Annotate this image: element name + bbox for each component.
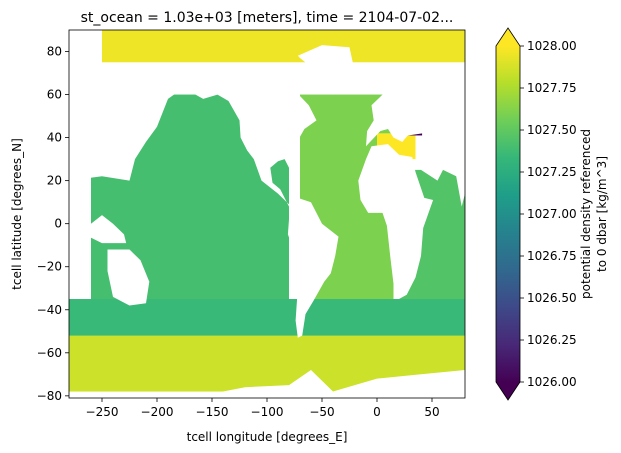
density-field <box>69 30 465 398</box>
y-tick: 60 <box>47 88 69 102</box>
y-axis: −80 −60 −40 −20 0 20 40 60 80 <box>37 45 69 403</box>
y-tick: −40 <box>37 303 69 317</box>
x-tick-label: 0 <box>373 405 381 419</box>
y-tick-label: 40 <box>47 131 62 145</box>
y-tick-label: 0 <box>54 217 62 231</box>
x-tick: −250 <box>86 398 119 419</box>
colorbar-tick-label: 1028.00 <box>527 39 577 53</box>
colorbar-label-line2: to 0 dbar [kg/m^3] <box>595 156 609 272</box>
x-tick: −150 <box>196 398 229 419</box>
colorbar: 1026.00 1026.25 1026.50 1026.75 1027.00 1027.… <box>495 27 609 401</box>
land-antarctica <box>69 370 465 398</box>
region-antarctic-circumpolar-current <box>69 299 465 336</box>
colorbar-tick: 1026.25 <box>520 333 577 347</box>
land-greenland <box>297 45 355 95</box>
colorbar-tick-label: 1027.50 <box>527 123 577 137</box>
x-tick-label: −200 <box>141 405 174 419</box>
land-south-america <box>287 197 339 338</box>
colorbar-tick: 1027.75 <box>520 81 577 95</box>
land-indonesia <box>85 215 127 244</box>
colorbar-tick: 1027.50 <box>520 123 577 137</box>
colorbar-tick-label: 1027.75 <box>527 81 577 95</box>
colorbar-extend-min <box>496 382 520 400</box>
x-tick: −50 <box>309 398 335 419</box>
x-tick: −100 <box>251 398 284 419</box>
y-tick-label: −80 <box>37 389 62 403</box>
y-tick-label: −20 <box>37 260 62 274</box>
land-europe <box>366 66 465 147</box>
y-axis-label: tcell latitude [degrees_N] <box>10 138 24 290</box>
y-tick: 0 <box>54 217 69 231</box>
land-africa <box>358 144 434 299</box>
y-tick-label: −40 <box>37 303 62 317</box>
colorbar-label-line1: potential density referenced <box>579 129 593 299</box>
colorbar-tick-label: 1026.75 <box>527 249 577 263</box>
land-india-arabia <box>421 154 465 207</box>
colorbar-tick: 1027.25 <box>520 165 577 179</box>
colorbar-tick: 1026.50 <box>520 291 577 305</box>
colorbar-tick-label: 1026.00 <box>527 375 577 389</box>
land-australia <box>107 249 150 306</box>
colorbar-tick-label: 1027.25 <box>527 165 577 179</box>
colorbar-extend-max <box>496 28 520 46</box>
colorbar-tick: 1027.00 <box>520 207 577 221</box>
colorbar-tick: 1026.75 <box>520 249 577 263</box>
colorbar-tick: 1028.00 <box>520 39 577 53</box>
y-tick: −20 <box>37 260 69 274</box>
colorbar-tick-label: 1027.00 <box>527 207 577 221</box>
y-tick: 40 <box>47 131 69 145</box>
x-tick: 0 <box>373 398 381 419</box>
region-arctic-ocean <box>102 30 465 63</box>
y-tick-label: −60 <box>37 346 62 360</box>
x-tick-label: −50 <box>309 405 334 419</box>
colorbar-gradient <box>496 46 520 382</box>
y-tick: −80 <box>37 389 69 403</box>
y-tick-label: 60 <box>47 88 62 102</box>
y-tick: 80 <box>47 45 69 59</box>
colorbar-ticks: 1026.00 1026.25 1026.50 1026.75 1027.00 1027.… <box>520 39 577 389</box>
y-tick: −60 <box>37 346 69 360</box>
x-axis-label: tcell longitude [degrees_E] <box>187 430 348 444</box>
chart-title: st_ocean = 1.03e+03 [meters], time = 210… <box>81 10 454 26</box>
y-tick-label: 20 <box>47 174 62 188</box>
y-tick-label: 80 <box>47 45 62 59</box>
x-tick-label: −250 <box>86 405 119 419</box>
colorbar-tick-label: 1026.25 <box>527 333 577 347</box>
x-tick: −200 <box>141 398 174 419</box>
x-tick-label: 50 <box>424 405 439 419</box>
land-asia-east-part <box>69 68 193 181</box>
x-tick: 50 <box>424 398 440 419</box>
x-tick-label: −150 <box>196 405 229 419</box>
x-axis: −250 −200 −150 −100 −50 0 50 <box>86 398 440 419</box>
land-north-america <box>192 68 317 207</box>
colorbar-tick-label: 1026.50 <box>527 291 577 305</box>
x-tick-label: −100 <box>251 405 284 419</box>
y-tick: 20 <box>47 174 69 188</box>
colorbar-tick: 1026.00 <box>520 375 577 389</box>
